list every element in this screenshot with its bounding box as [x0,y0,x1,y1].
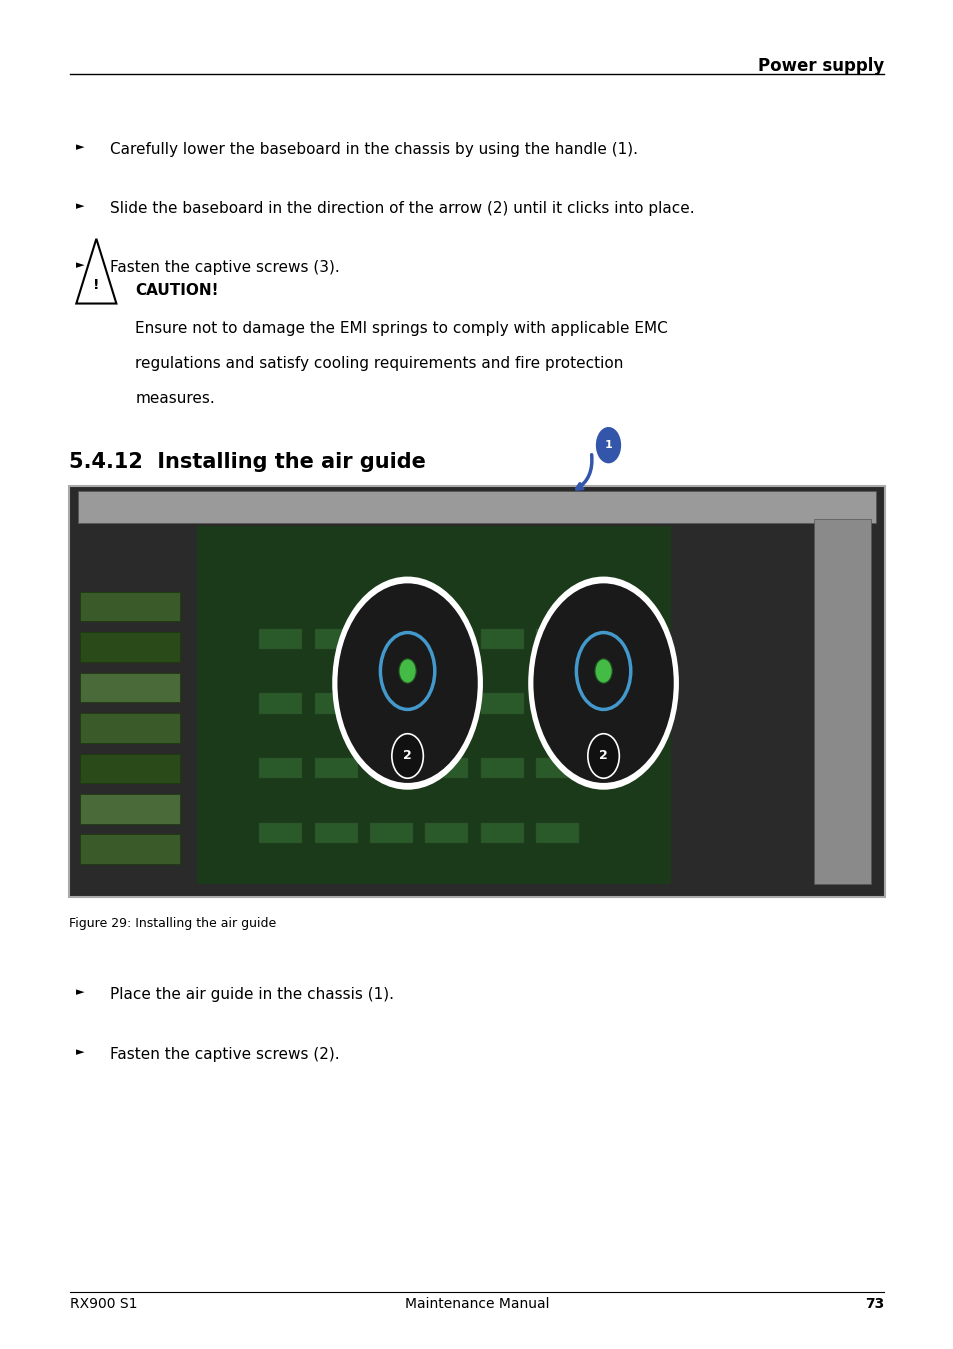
FancyBboxPatch shape [425,693,468,714]
FancyBboxPatch shape [259,629,302,649]
Text: 5.4.12  Installing the air guide: 5.4.12 Installing the air guide [69,452,425,472]
FancyBboxPatch shape [370,693,413,714]
FancyBboxPatch shape [370,629,413,649]
Text: Carefully lower the baseboard in the chassis by using the handle (1).: Carefully lower the baseboard in the cha… [110,142,637,156]
FancyBboxPatch shape [259,758,302,778]
Text: Slide the baseboard in the direction of the arrow (2) until it clicks into place: Slide the baseboard in the direction of … [110,201,694,216]
FancyBboxPatch shape [197,526,670,884]
FancyBboxPatch shape [813,519,870,884]
Text: Fasten the captive screws (3).: Fasten the captive screws (3). [110,260,339,275]
FancyBboxPatch shape [536,758,578,778]
FancyBboxPatch shape [78,491,875,523]
Text: Power supply: Power supply [757,57,883,74]
Text: measures.: measures. [135,391,215,406]
FancyBboxPatch shape [425,823,468,843]
Circle shape [528,576,679,789]
Text: regulations and satisfy cooling requirements and fire protection: regulations and satisfy cooling requirem… [135,356,623,371]
FancyBboxPatch shape [314,693,357,714]
Text: ►: ► [76,201,85,210]
Text: Ensure not to damage the EMI springs to comply with applicable EMC: Ensure not to damage the EMI springs to … [135,321,667,336]
FancyBboxPatch shape [536,693,578,714]
Circle shape [595,658,612,683]
FancyBboxPatch shape [80,714,180,743]
Text: !: ! [93,278,99,293]
Circle shape [392,734,423,778]
FancyBboxPatch shape [80,673,180,703]
FancyBboxPatch shape [80,795,180,824]
FancyBboxPatch shape [480,693,523,714]
FancyBboxPatch shape [480,823,523,843]
FancyBboxPatch shape [314,629,357,649]
Text: ►: ► [76,260,85,270]
Text: CAUTION!: CAUTION! [135,283,219,298]
FancyBboxPatch shape [80,835,180,865]
FancyBboxPatch shape [80,633,180,662]
Text: Place the air guide in the chassis (1).: Place the air guide in the chassis (1). [110,987,394,1002]
Text: ►: ► [76,987,85,997]
FancyBboxPatch shape [259,693,302,714]
FancyBboxPatch shape [80,754,180,784]
Text: 2: 2 [403,750,412,762]
FancyBboxPatch shape [536,823,578,843]
Circle shape [335,581,478,784]
Text: RX900 S1: RX900 S1 [70,1298,137,1311]
FancyBboxPatch shape [314,823,357,843]
Text: Figure 29: Installing the air guide: Figure 29: Installing the air guide [69,917,275,931]
Text: 2: 2 [598,750,607,762]
Circle shape [595,426,621,464]
Text: 73: 73 [863,1298,883,1311]
Circle shape [332,576,482,789]
FancyBboxPatch shape [480,758,523,778]
FancyBboxPatch shape [370,758,413,778]
FancyBboxPatch shape [69,486,884,897]
Circle shape [587,734,618,778]
FancyBboxPatch shape [425,629,468,649]
Text: Maintenance Manual: Maintenance Manual [404,1298,549,1311]
Text: Fasten the captive screws (2).: Fasten the captive screws (2). [110,1047,339,1062]
FancyBboxPatch shape [370,823,413,843]
FancyBboxPatch shape [314,758,357,778]
FancyBboxPatch shape [425,758,468,778]
Circle shape [398,658,416,683]
FancyBboxPatch shape [536,629,578,649]
FancyBboxPatch shape [80,592,180,622]
FancyBboxPatch shape [259,823,302,843]
Text: ►: ► [76,142,85,151]
Circle shape [532,581,675,784]
FancyBboxPatch shape [480,629,523,649]
Text: ►: ► [76,1047,85,1056]
Text: 1: 1 [604,440,612,451]
